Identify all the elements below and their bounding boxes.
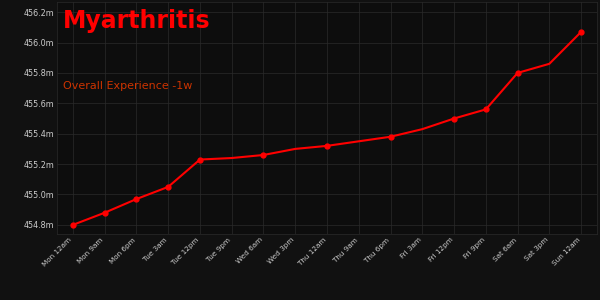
Point [386, 134, 395, 139]
Point [100, 210, 109, 215]
Point [449, 116, 459, 121]
Point [513, 70, 523, 75]
Text: Overall Experience -1w: Overall Experience -1w [63, 81, 193, 91]
Point [195, 157, 205, 162]
Text: Myarthritis: Myarthritis [63, 9, 211, 33]
Point [322, 143, 332, 148]
Point [68, 223, 77, 227]
Point [131, 196, 141, 201]
Point [259, 153, 268, 158]
Point [577, 29, 586, 34]
Point [163, 184, 173, 189]
Point [481, 107, 491, 112]
